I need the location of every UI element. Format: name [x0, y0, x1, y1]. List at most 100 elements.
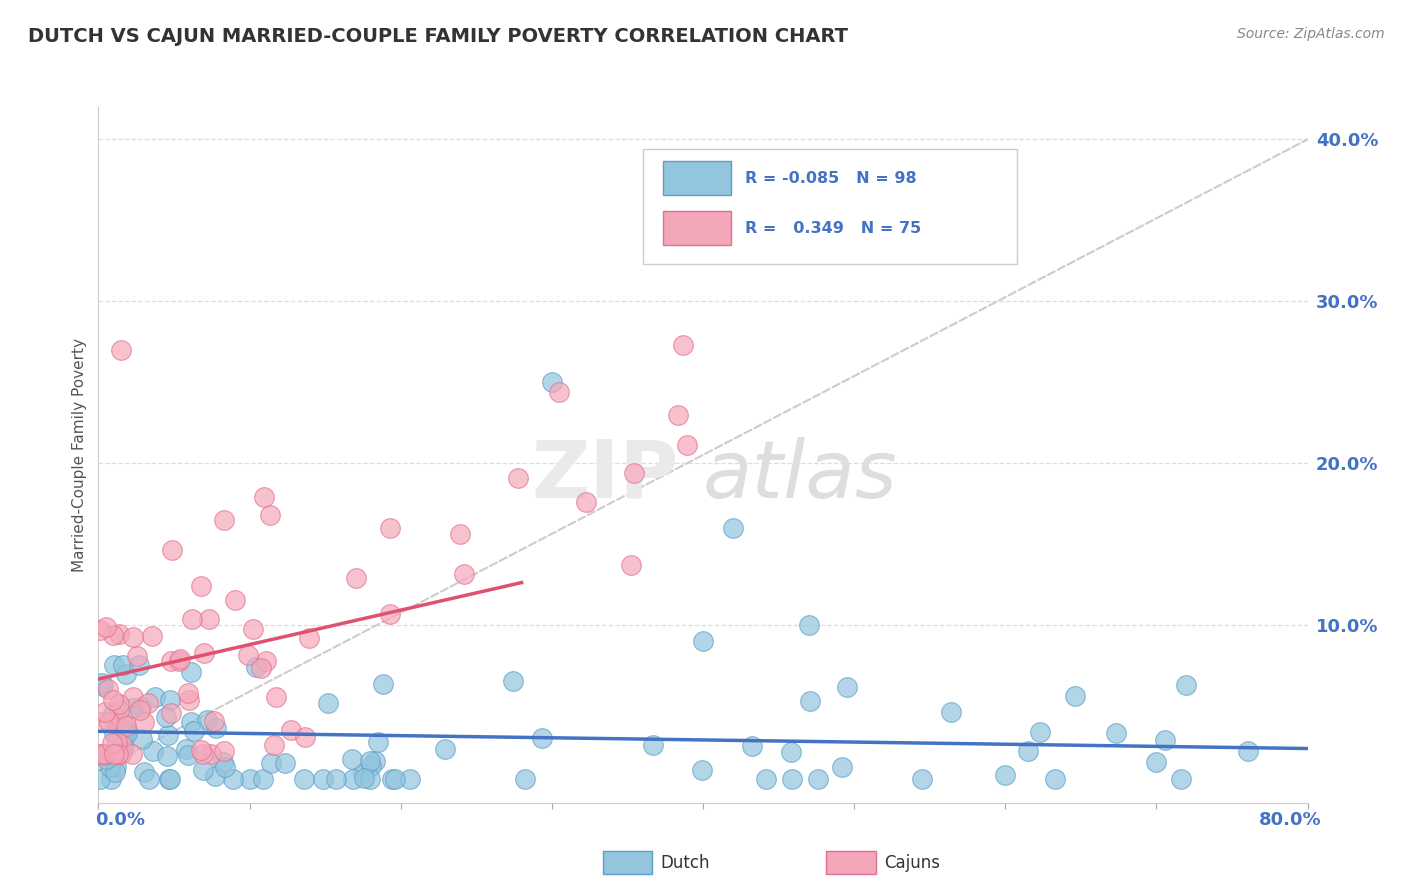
Text: Cajuns: Cajuns [884, 854, 941, 871]
Point [114, 740, 136, 755]
FancyBboxPatch shape [664, 211, 731, 244]
Point [540, 375, 562, 389]
Point [110, 343, 132, 357]
Point [108, 627, 131, 641]
Text: 80.0%: 80.0% [1258, 811, 1322, 829]
Point [755, 772, 778, 786]
Point [353, 771, 375, 785]
Point [115, 719, 138, 733]
Point [253, 490, 276, 504]
Point [111, 714, 134, 729]
Point [91, 676, 114, 690]
Point [107, 747, 129, 762]
Point [108, 703, 131, 717]
Point [97, 681, 120, 696]
Point [103, 658, 125, 673]
Point [198, 612, 221, 626]
Point [115, 726, 138, 740]
Point [100, 772, 122, 786]
Point [134, 765, 156, 780]
Point [723, 521, 745, 535]
Point [264, 690, 287, 705]
Point [114, 727, 136, 741]
Text: atlas: atlas [703, 437, 898, 515]
Point [239, 772, 262, 786]
Point [378, 607, 401, 622]
Point [156, 728, 179, 742]
Point [89, 747, 111, 762]
Point [156, 748, 179, 763]
Point [939, 706, 962, 720]
Point [190, 743, 212, 757]
Point [780, 745, 803, 759]
Point [1017, 744, 1039, 758]
Point [242, 622, 264, 636]
Point [96, 747, 118, 762]
Point [690, 763, 713, 777]
Point [449, 526, 471, 541]
Point [530, 731, 553, 745]
Point [103, 747, 125, 762]
Point [363, 754, 385, 768]
Point [93, 747, 115, 762]
Point [91, 747, 114, 762]
Point [155, 710, 177, 724]
Point [340, 752, 363, 766]
Point [502, 674, 524, 689]
Point [250, 661, 273, 675]
Point [434, 742, 457, 756]
Text: R = -0.085   N = 98: R = -0.085 N = 98 [745, 171, 917, 186]
Point [191, 747, 214, 762]
Point [160, 654, 183, 668]
Point [212, 513, 235, 527]
Point [97, 714, 120, 729]
Point [222, 772, 245, 786]
Point [200, 747, 222, 762]
Point [1105, 725, 1128, 739]
Point [121, 690, 143, 704]
Point [245, 660, 267, 674]
Point [263, 738, 285, 752]
Point [110, 747, 132, 762]
Point [620, 558, 643, 572]
Point [96, 752, 118, 766]
Point [204, 769, 226, 783]
Point [94, 705, 117, 719]
Point [112, 658, 135, 673]
Point [114, 723, 136, 738]
Point [1237, 744, 1260, 758]
Y-axis label: Married-Couple Family Poverty: Married-Couple Family Poverty [72, 338, 87, 572]
Point [159, 693, 181, 707]
Point [101, 706, 124, 721]
FancyBboxPatch shape [603, 851, 652, 874]
Point [177, 693, 200, 707]
Point [672, 338, 695, 352]
Text: 0.0%: 0.0% [96, 811, 146, 829]
Point [835, 680, 858, 694]
Point [280, 723, 302, 738]
Point [195, 714, 218, 728]
Point [180, 714, 202, 729]
Point [312, 772, 335, 786]
Point [159, 772, 181, 786]
Point [129, 703, 152, 717]
Point [373, 677, 395, 691]
Point [177, 686, 200, 700]
FancyBboxPatch shape [664, 161, 731, 194]
Point [797, 617, 820, 632]
Point [142, 744, 165, 758]
Point [136, 696, 159, 710]
Point [352, 765, 374, 780]
Point [575, 495, 598, 509]
Point [623, 466, 645, 480]
Point [180, 665, 202, 679]
Point [1064, 690, 1087, 704]
Point [515, 772, 537, 786]
Point [359, 772, 381, 786]
Point [274, 756, 297, 770]
Point [104, 764, 127, 779]
Point [160, 706, 183, 720]
Point [94, 620, 117, 634]
Point [254, 654, 277, 668]
Point [131, 731, 153, 746]
